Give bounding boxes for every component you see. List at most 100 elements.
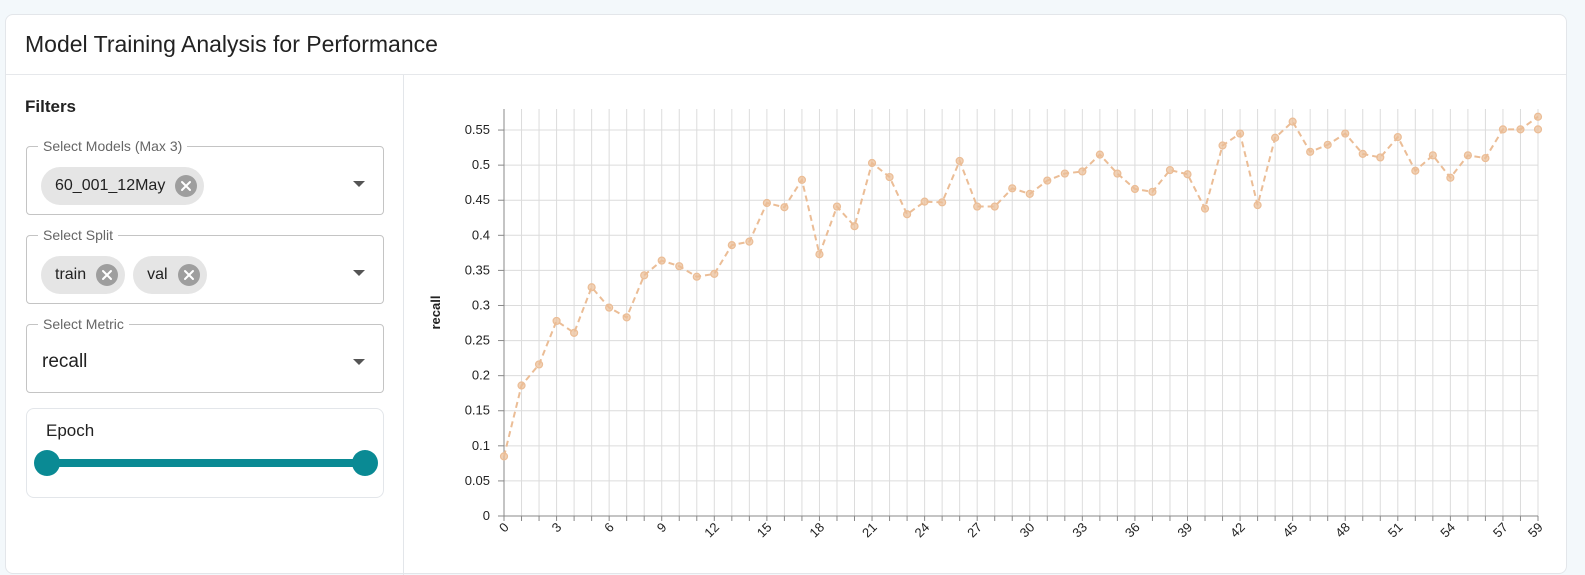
data-point[interactable]	[885, 172, 894, 182]
x-tick-label: 54	[1437, 520, 1458, 541]
data-point[interactable]	[850, 222, 859, 231]
data-point[interactable]	[902, 210, 912, 219]
data-point[interactable]	[973, 202, 982, 211]
data-point[interactable]	[1393, 132, 1402, 142]
data-point[interactable]	[1376, 153, 1385, 162]
data-point[interactable]	[955, 156, 964, 166]
data-point[interactable]	[587, 283, 596, 292]
data-point[interactable]	[990, 202, 999, 211]
page-title: Model Training Analysis for Performance	[25, 31, 438, 57]
data-point[interactable]	[1130, 184, 1140, 194]
chevron-down-icon[interactable]	[353, 359, 365, 365]
data-point[interactable]	[1113, 169, 1122, 178]
x-tick-label: 12	[701, 520, 722, 541]
data-point[interactable]	[1533, 125, 1543, 134]
data-point[interactable]	[1078, 167, 1087, 176]
epoch-slider-min-handle[interactable]	[34, 450, 60, 476]
data-point[interactable]	[1095, 150, 1104, 159]
epoch-slider-track[interactable]	[47, 459, 365, 467]
data-point[interactable]	[1165, 165, 1175, 175]
data-point[interactable]	[1481, 154, 1490, 163]
data-point[interactable]	[552, 316, 561, 326]
data-point[interactable]	[1025, 189, 1034, 199]
selected-metric[interactable]: recall	[42, 351, 88, 372]
data-point[interactable]	[517, 381, 526, 390]
data-point[interactable]	[657, 256, 666, 265]
data-point[interactable]	[832, 202, 842, 211]
card-header: Model Training Analysis for Performance	[6, 15, 1566, 75]
data-point[interactable]	[1218, 141, 1227, 150]
y-tick-label: 0.1	[472, 438, 490, 453]
data-point[interactable]	[1323, 140, 1332, 149]
data-point[interactable]	[1446, 173, 1455, 182]
x-tick-label: 15	[754, 520, 775, 541]
data-point[interactable]	[1060, 169, 1069, 178]
chevron-down-icon[interactable]	[353, 270, 365, 276]
data-point[interactable]	[640, 271, 649, 280]
data-point[interactable]	[710, 269, 719, 279]
main-card: Model Training Analysis for Performance …	[5, 14, 1568, 575]
data-point[interactable]	[1253, 201, 1262, 210]
split-chips: train val	[41, 256, 207, 294]
data-point[interactable]	[622, 313, 631, 322]
data-point[interactable]	[920, 197, 929, 206]
x-tick-label: 24	[912, 520, 933, 541]
data-point[interactable]	[675, 262, 684, 271]
chevron-down-icon[interactable]	[353, 181, 365, 187]
data-point[interactable]	[534, 360, 544, 369]
data-point[interactable]	[1463, 151, 1472, 160]
chip-remove-icon[interactable]	[175, 175, 198, 197]
data-point[interactable]	[1043, 176, 1052, 185]
x-tick-label: 57	[1490, 520, 1511, 541]
data-point[interactable]	[1183, 170, 1192, 179]
data-point[interactable]	[1341, 129, 1350, 138]
data-point[interactable]	[1533, 112, 1543, 121]
data-point[interactable]	[1358, 149, 1367, 159]
epoch-slider-max-handle[interactable]	[352, 450, 378, 476]
select-split-label: Select Split	[43, 227, 114, 243]
data-point[interactable]	[780, 203, 789, 212]
recall-line-chart: 0 0.05 0.1 0.15 0.2 0.25 0.3 0.35 0.4 0.45 0.5 0.55…	[428, 109, 1546, 541]
data-point[interactable]	[499, 452, 509, 461]
model-chip-label: 60_001_12May	[55, 177, 166, 194]
data-point[interactable]	[745, 237, 754, 246]
data-point[interactable]	[1288, 117, 1297, 126]
split-chip-label: val	[147, 266, 168, 283]
data-point[interactable]	[605, 303, 614, 312]
y-tick-label: 0.25	[465, 333, 490, 348]
select-models-field[interactable]: Select Models (Max 3) 60_001_12May	[26, 139, 384, 215]
data-point[interactable]	[867, 158, 877, 168]
models-chips: 60_001_12May	[41, 167, 205, 205]
x-tick-label: 27	[964, 520, 985, 541]
data-point[interactable]	[1008, 184, 1017, 193]
data-point[interactable]	[1235, 129, 1245, 138]
data-point[interactable]	[1148, 187, 1157, 196]
data-point[interactable]	[727, 241, 736, 250]
data-point[interactable]	[1516, 125, 1525, 134]
data-point[interactable]	[1271, 133, 1280, 142]
chip-remove-icon[interactable]	[96, 264, 119, 286]
select-metric-field[interactable]: Select Metric recall	[26, 317, 384, 393]
data-point[interactable]	[1200, 204, 1210, 213]
data-point[interactable]	[1428, 151, 1437, 160]
chart-area: 0 0.05 0.1 0.15 0.2 0.25 0.3 0.35 0.4 0.45 0.5 0.55…	[404, 75, 1568, 575]
y-tick-label: 0.3	[472, 297, 490, 312]
data-point[interactable]	[1411, 166, 1420, 175]
data-point[interactable]	[762, 198, 771, 208]
data-point[interactable]	[570, 328, 579, 337]
model-chip: 60_001_12May	[41, 167, 205, 205]
chip-remove-icon[interactable]	[177, 264, 200, 286]
data-point[interactable]	[815, 250, 824, 259]
select-metric-label: Select Metric	[43, 316, 124, 332]
x-tick-label: 59	[1525, 520, 1546, 541]
data-point[interactable]	[938, 198, 947, 207]
select-split-field[interactable]: Select Split train val	[26, 228, 384, 304]
data-point[interactable]	[1306, 147, 1315, 156]
x-tick-label: 21	[859, 520, 880, 541]
data-point[interactable]	[692, 272, 701, 281]
data-point[interactable]	[1498, 125, 1508, 134]
epoch-label: Epoch	[46, 421, 95, 440]
split-chip-label: train	[55, 266, 87, 283]
data-point[interactable]	[797, 175, 807, 184]
x-tick-label: 30	[1017, 520, 1038, 541]
